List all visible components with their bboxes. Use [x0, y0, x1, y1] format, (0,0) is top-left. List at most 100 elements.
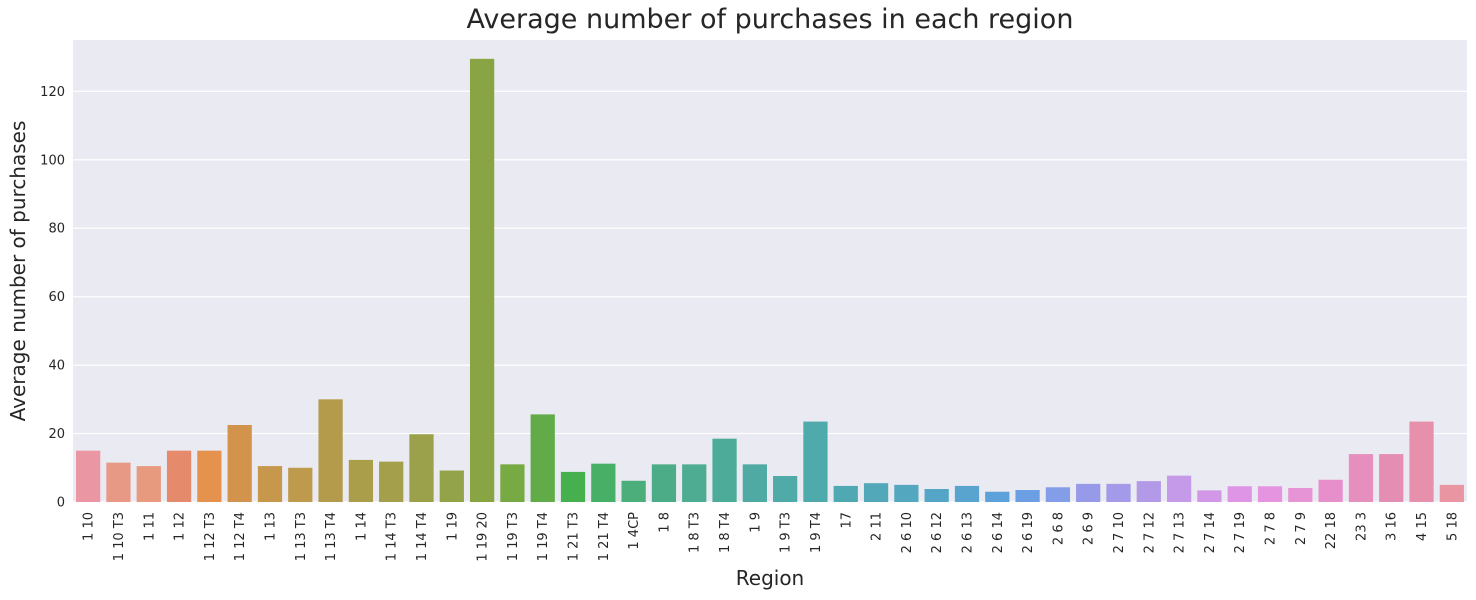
y-tick-label: 100 [40, 153, 65, 168]
x-tick-label: 1 9 [748, 512, 763, 533]
y-axis-label: Average number of purchases [6, 121, 30, 422]
bar [1197, 490, 1222, 502]
y-tick-labels: 0 20 40 60 80 100 120 [40, 85, 65, 511]
x-tick-label: 2 6 13 [960, 512, 975, 553]
bar [651, 464, 677, 502]
x-tick-label: 1 19 T3 [506, 512, 521, 561]
x-tick-label: 1 19 [445, 512, 460, 541]
x-tick-label: 2 7 8 [1264, 512, 1279, 545]
x-tick-label: 2 6 19 [1021, 512, 1036, 553]
bar [166, 450, 192, 502]
bars [76, 58, 1464, 502]
bar [954, 485, 980, 502]
bar [985, 491, 1010, 502]
x-tick-label: 1 14 [354, 512, 369, 541]
bar [409, 434, 434, 502]
bar [924, 488, 949, 502]
bar [530, 414, 555, 502]
x-tick-labels: 1 10 1 10 T3 1 11 1 12 1 12 T3 1 12 T4 1 13 1 1… [82, 512, 1461, 562]
y-tick-label: 0 [57, 496, 65, 511]
x-tick-label: 1 9 T4 [809, 512, 824, 553]
bar [288, 467, 313, 502]
plot-area [73, 40, 1467, 502]
x-tick-label: 2 6 12 [930, 512, 945, 553]
bar [621, 480, 646, 502]
bar [318, 399, 343, 502]
x-tick-label: 1 8 T3 [688, 512, 703, 553]
bar [227, 425, 252, 502]
x-tick-label: 1 12 [173, 512, 188, 541]
y-tick-label: 80 [48, 222, 65, 237]
x-tick-label: 1 8 T4 [718, 512, 733, 553]
bar [257, 466, 283, 502]
bar [1409, 421, 1434, 502]
bar [1439, 484, 1464, 502]
bar [1288, 487, 1313, 502]
y-tick-label: 40 [48, 359, 65, 374]
bar [1257, 486, 1283, 502]
x-tick-label: 1 12 T4 [233, 512, 248, 561]
bar [773, 475, 798, 502]
y-tick-label: 120 [40, 85, 65, 100]
bar [1348, 454, 1374, 502]
bar [197, 450, 222, 502]
bar [1045, 487, 1071, 502]
x-tick-label: 4 15 [1415, 512, 1430, 541]
x-tick-label: 2 6 14 [991, 512, 1006, 553]
x-tick-label: 3 16 [1385, 512, 1400, 541]
bar [863, 483, 889, 502]
bar [1106, 483, 1131, 502]
x-tick-label: 2 7 14 [1203, 512, 1218, 553]
x-tick-label: 22 18 [1324, 512, 1339, 549]
bar [379, 461, 404, 502]
x-axis-label: Region [736, 566, 804, 590]
x-tick-label: 5 18 [1445, 512, 1460, 541]
x-tick-label: 1 13 T3 [294, 512, 309, 561]
bar [1227, 486, 1252, 502]
y-tick-label: 60 [48, 290, 65, 305]
bar [469, 58, 495, 502]
x-tick-label: 2 6 10 [900, 512, 915, 553]
x-tick-label: 2 7 9 [1294, 512, 1309, 545]
x-tick-label: 1 10 [82, 512, 97, 541]
x-tick-label: 1 21 T4 [597, 512, 612, 561]
bar [803, 421, 828, 502]
x-tick-label: 1 9 T3 [779, 512, 794, 553]
x-tick-label: 1 19 20 [476, 512, 491, 562]
x-tick-label: 1 19 T4 [536, 512, 551, 561]
x-tick-label: 1 13 [263, 512, 278, 541]
x-tick-label: 1 4CP [627, 512, 642, 550]
x-tick-label: 23 3 [1354, 512, 1369, 541]
bar [1015, 490, 1040, 502]
x-tick-label: 2 7 12 [1142, 512, 1157, 553]
bar [1076, 483, 1101, 502]
x-tick-label: 2 7 10 [1112, 512, 1127, 553]
bar [742, 464, 767, 502]
y-tick-label: 20 [48, 427, 65, 442]
bar [106, 462, 131, 502]
bar [76, 450, 101, 502]
bar [1318, 479, 1343, 502]
x-tick-label: 2 7 13 [1173, 512, 1188, 553]
bar [712, 438, 737, 502]
bar [1166, 475, 1192, 502]
bar [591, 463, 616, 502]
x-tick-label: 1 11 [142, 512, 157, 541]
x-tick-label: 1 8 [657, 512, 672, 533]
x-tick-label: 1 10 T3 [112, 512, 127, 561]
x-tick-label: 1 21 T3 [567, 512, 582, 561]
x-tick-label: 2 6 9 [1082, 512, 1097, 545]
bar [1379, 454, 1404, 502]
chart-title: Average number of purchases in each regi… [466, 4, 1074, 35]
bar [894, 484, 919, 502]
bar [560, 471, 586, 502]
x-tick-label: 1 14 T4 [415, 512, 430, 561]
bar [136, 466, 161, 502]
x-tick-label: 2 6 8 [1051, 512, 1066, 545]
bar [348, 459, 374, 502]
x-tick-label: 2 7 19 [1233, 512, 1248, 553]
bar [439, 470, 464, 502]
x-tick-label: 1 13 T4 [324, 512, 339, 561]
